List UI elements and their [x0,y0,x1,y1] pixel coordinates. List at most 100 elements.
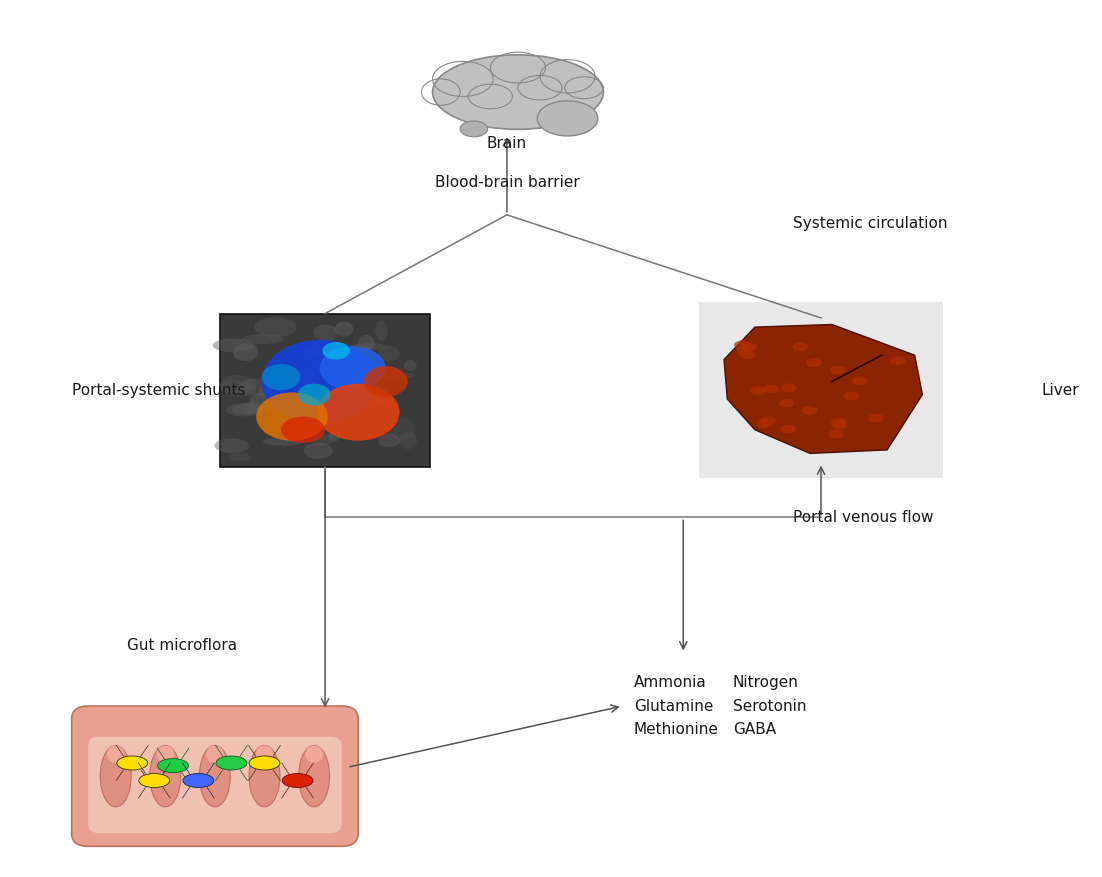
Text: Nitrogen
Serotonin
GABA: Nitrogen Serotonin GABA [733,675,807,737]
Ellipse shape [216,756,247,770]
Ellipse shape [213,339,255,353]
FancyBboxPatch shape [88,737,342,833]
Ellipse shape [261,364,300,390]
Ellipse shape [317,384,399,441]
Ellipse shape [242,401,261,415]
Ellipse shape [830,366,845,374]
Ellipse shape [314,324,337,341]
Ellipse shape [736,346,752,355]
Ellipse shape [760,417,776,425]
Ellipse shape [314,410,349,420]
Ellipse shape [300,404,333,417]
Text: Gut microflora: Gut microflora [127,638,237,653]
Ellipse shape [538,101,597,136]
FancyBboxPatch shape [220,313,430,467]
Ellipse shape [781,424,797,433]
Ellipse shape [289,396,306,417]
Ellipse shape [358,335,375,352]
FancyBboxPatch shape [72,706,358,846]
Ellipse shape [792,342,808,351]
Ellipse shape [374,372,413,379]
FancyBboxPatch shape [699,302,942,479]
Ellipse shape [156,745,174,763]
Ellipse shape [258,384,281,398]
Ellipse shape [742,343,757,352]
Ellipse shape [219,375,257,396]
Ellipse shape [335,322,354,337]
Polygon shape [724,324,922,453]
Ellipse shape [249,393,276,411]
Ellipse shape [806,359,821,367]
Ellipse shape [199,745,230,807]
Ellipse shape [832,421,847,430]
Ellipse shape [389,419,414,439]
Ellipse shape [829,430,844,438]
Text: Brain: Brain [487,136,527,151]
Ellipse shape [347,345,370,353]
Ellipse shape [298,384,331,405]
Ellipse shape [831,417,846,426]
Ellipse shape [734,340,749,349]
Ellipse shape [868,414,884,423]
Text: Portal-systemic shunts: Portal-systemic shunts [72,382,245,398]
Ellipse shape [282,774,313,788]
Ellipse shape [256,393,328,440]
Ellipse shape [100,745,131,807]
Ellipse shape [890,356,906,365]
Ellipse shape [844,392,860,401]
Ellipse shape [183,774,214,788]
Ellipse shape [764,384,779,393]
Text: Systemic circulation: Systemic circulation [793,216,948,232]
Text: Liver: Liver [1041,382,1079,398]
Ellipse shape [323,342,350,360]
Ellipse shape [233,343,259,361]
Ellipse shape [281,417,325,443]
Ellipse shape [262,438,304,446]
Ellipse shape [242,334,283,344]
Ellipse shape [756,419,771,428]
Ellipse shape [256,745,273,763]
Ellipse shape [346,397,387,407]
Ellipse shape [378,346,399,361]
Text: Portal venous flow: Portal venous flow [793,510,933,525]
Ellipse shape [320,346,386,390]
Ellipse shape [378,433,400,447]
Ellipse shape [328,431,341,441]
Ellipse shape [158,759,188,773]
Ellipse shape [802,406,818,415]
Ellipse shape [325,385,339,396]
Ellipse shape [249,756,280,770]
Ellipse shape [305,745,323,763]
Ellipse shape [750,387,766,396]
Text: Ammonia
Glutamine
Methionine: Ammonia Glutamine Methionine [634,675,719,737]
Ellipse shape [272,367,314,389]
Ellipse shape [461,121,487,137]
Ellipse shape [781,383,797,392]
Ellipse shape [139,774,170,788]
Ellipse shape [206,745,224,763]
Ellipse shape [238,379,274,396]
Ellipse shape [779,399,795,408]
Ellipse shape [150,745,181,807]
Ellipse shape [233,404,257,414]
Ellipse shape [311,386,347,406]
Ellipse shape [852,376,867,385]
Ellipse shape [226,403,263,417]
Ellipse shape [299,745,329,807]
Ellipse shape [228,453,251,461]
Ellipse shape [404,360,417,371]
Ellipse shape [266,371,282,389]
Ellipse shape [304,443,333,459]
Text: Blood-brain barrier: Blood-brain barrier [434,175,580,190]
Ellipse shape [399,432,418,449]
Ellipse shape [364,366,408,396]
Ellipse shape [117,756,148,770]
Ellipse shape [433,54,604,130]
Ellipse shape [215,438,249,453]
Ellipse shape [294,393,326,408]
Ellipse shape [107,745,125,763]
Ellipse shape [249,745,280,807]
Ellipse shape [261,339,377,423]
Ellipse shape [311,434,334,446]
Ellipse shape [741,351,756,360]
